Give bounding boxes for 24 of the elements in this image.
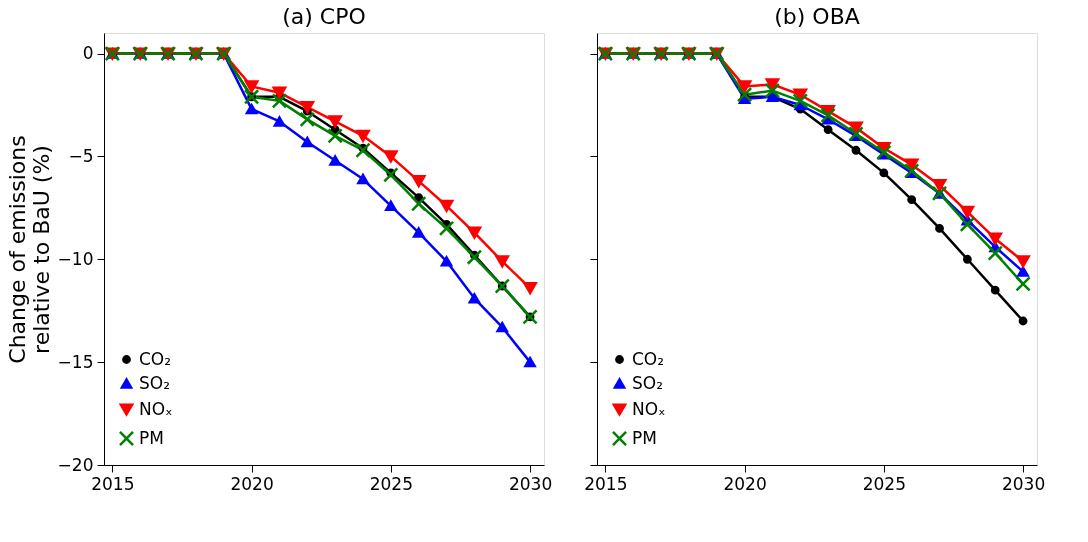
x-tick-label: 2015 [584, 473, 628, 494]
x-tick-label: 2020 [723, 473, 767, 494]
x-tick-label: 2025 [862, 473, 906, 494]
legend-label: SO₂ [632, 372, 663, 393]
chart-title: (b) OBA [774, 4, 860, 29]
y-tick-label: −10 [57, 248, 94, 269]
legend-label: CO₂ [139, 348, 172, 369]
x-tick-label: 2025 [369, 473, 413, 494]
y-axis-title: Change of emissions relative to BaU (%) [4, 135, 54, 364]
chart-title: (a) CPO [282, 4, 366, 29]
y-tick-label: −5 [68, 145, 94, 166]
legend-label: SO₂ [139, 372, 170, 393]
x-tick-label: 2030 [508, 473, 553, 494]
legend-label: PM [632, 427, 657, 448]
legend-label: CO₂ [632, 348, 665, 369]
legend-label: PM [139, 427, 164, 448]
legend-label: NOₓ [632, 398, 666, 419]
y-tick-label: 0 [82, 43, 94, 64]
x-tick-label: 2015 [91, 473, 135, 494]
legend-label: NOₓ [139, 398, 173, 419]
y-tick-label: −20 [57, 454, 94, 475]
x-tick-label: 2020 [230, 473, 274, 494]
x-tick-label: 2030 [1001, 473, 1046, 494]
y-tick-label: −15 [57, 351, 94, 372]
